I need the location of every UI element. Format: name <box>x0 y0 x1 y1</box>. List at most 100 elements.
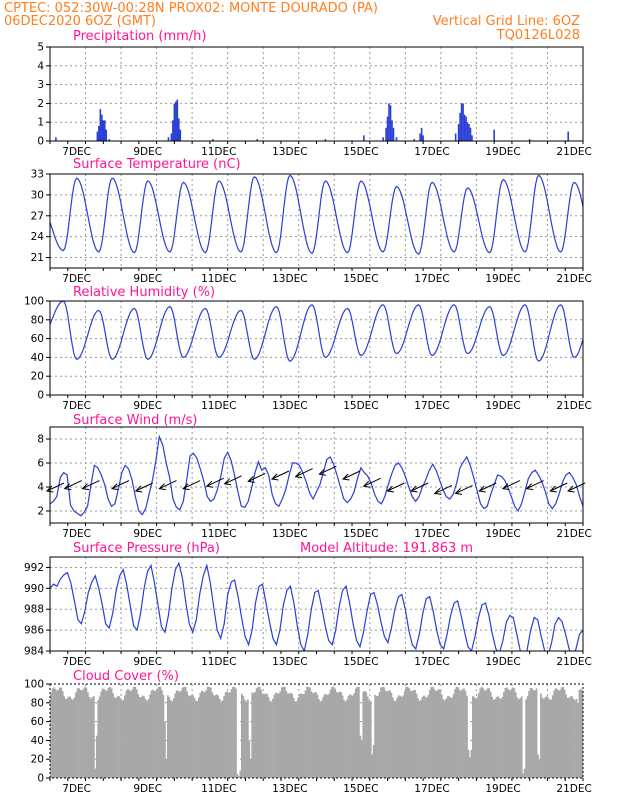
cloud-bar <box>396 697 399 778</box>
pressure-xtick-label: 19DEC <box>485 656 520 668</box>
pressure-ytick-label: 990 <box>24 583 44 595</box>
header-grid-note: Vertical Grid Line: 6OZ <box>433 14 580 29</box>
model-altitude: Model Altitude: 191.863 m <box>300 541 473 556</box>
wind-arrow <box>502 480 521 490</box>
cloud-bar <box>357 686 360 778</box>
cloud-bar <box>434 690 437 778</box>
cloud-bar <box>571 696 573 778</box>
cloud-bar <box>497 696 499 778</box>
cloud-bar <box>144 699 147 778</box>
temp-ytick-label: 30 <box>31 189 44 201</box>
cloud-bar <box>165 759 168 778</box>
wind-xtick-label: 15DEC <box>343 528 378 540</box>
cloud-bar <box>560 687 563 778</box>
cloud-bar <box>152 689 154 778</box>
cloud-bar <box>192 695 194 778</box>
cloud-bar <box>352 695 354 778</box>
cloud-bar <box>223 696 226 778</box>
cloud-bar <box>184 686 187 778</box>
precip-xtick-label: 9DEC <box>133 146 162 158</box>
cloud-bar <box>134 686 137 778</box>
wind-arrow <box>434 484 453 494</box>
precip-bar <box>420 127 423 141</box>
precip-xtick-label: 7DEC <box>62 146 91 158</box>
cloud-bar <box>138 697 141 778</box>
cloud-bar <box>69 696 72 778</box>
cloud-bar <box>164 721 166 778</box>
cloud-bar <box>132 686 135 778</box>
cloud-bar <box>548 699 551 778</box>
wind-arrow <box>224 475 242 485</box>
precip-bar <box>419 133 421 141</box>
wind-arrow-head <box>433 488 442 495</box>
cloud-bar <box>87 692 89 778</box>
cloud-bar <box>343 699 345 778</box>
cloud-bar <box>278 693 280 778</box>
precip-bar <box>567 131 569 141</box>
cloud-bar <box>565 694 568 778</box>
cloud-bar <box>405 686 408 778</box>
cloud-bar <box>51 688 54 778</box>
cloud-bar <box>230 689 233 778</box>
rh-xtick-label: 9DEC <box>133 400 162 412</box>
cloud-bar <box>519 698 522 778</box>
cloud-bar <box>451 697 454 778</box>
cloud-bar <box>255 688 258 778</box>
cloud-bar <box>202 691 205 778</box>
cloud-bar <box>288 693 291 778</box>
cloud-bar <box>209 687 212 778</box>
cloud-bar <box>245 701 248 778</box>
pressure-xtick-label: 15DEC <box>343 656 378 668</box>
cloud-bar <box>275 692 277 778</box>
cloud-bar <box>106 690 109 778</box>
cloud-bar <box>312 693 314 778</box>
cloud-bar <box>79 689 82 778</box>
cloud-bar <box>411 691 414 778</box>
precip-bar <box>392 127 395 141</box>
wind-arrow <box>363 477 381 487</box>
cloud-bar <box>147 699 150 778</box>
cloud-bar <box>115 697 117 778</box>
cloud-bar <box>89 698 92 778</box>
cloud-bar <box>196 701 199 778</box>
cloud-bar <box>258 686 261 778</box>
cloud-bar <box>261 693 264 778</box>
cloud-bar <box>503 692 505 778</box>
cloud-bar <box>543 698 545 778</box>
temp-ytick-label: 24 <box>31 231 45 243</box>
cloud-bar <box>511 687 514 778</box>
cloud-bar <box>483 690 486 778</box>
cloud-bar <box>369 701 372 778</box>
cloud-bar <box>292 698 295 778</box>
cloud-bar <box>166 695 169 778</box>
cloud-bar <box>85 687 88 778</box>
cloud-bar <box>537 754 539 778</box>
cloud-bar <box>541 697 544 778</box>
cloud-bar <box>485 690 488 778</box>
cloud-bar <box>575 698 578 778</box>
cloud-bar <box>119 698 122 778</box>
cloud-bar <box>538 759 541 778</box>
precip-bar <box>96 131 99 141</box>
cloud-bar <box>215 694 218 778</box>
wind-arrow-head <box>567 485 575 493</box>
wind-arrow-head <box>111 483 119 491</box>
cloud-bar <box>474 698 477 778</box>
pressure-ytick-label: 992 <box>24 562 44 574</box>
cloud-bar <box>175 690 178 778</box>
wind-arrow-head <box>362 480 371 488</box>
precip-ytick-label: 0 <box>37 136 44 148</box>
cloud-bar <box>294 701 297 778</box>
cloud-bar <box>566 698 569 778</box>
cloud-bar <box>137 694 140 778</box>
precip-bar <box>466 122 469 141</box>
cloud-bar <box>572 698 575 778</box>
cloud-bar <box>263 694 265 778</box>
cloud-bar <box>279 691 282 778</box>
precip-bar <box>99 109 102 141</box>
pressure-xtick-label: 21DEC <box>556 656 591 668</box>
wind-arrow-head <box>525 483 534 491</box>
precip-xtick-label: 19DEC <box>485 146 520 158</box>
wind-arrow <box>410 482 429 492</box>
cloud-bar <box>452 694 455 778</box>
